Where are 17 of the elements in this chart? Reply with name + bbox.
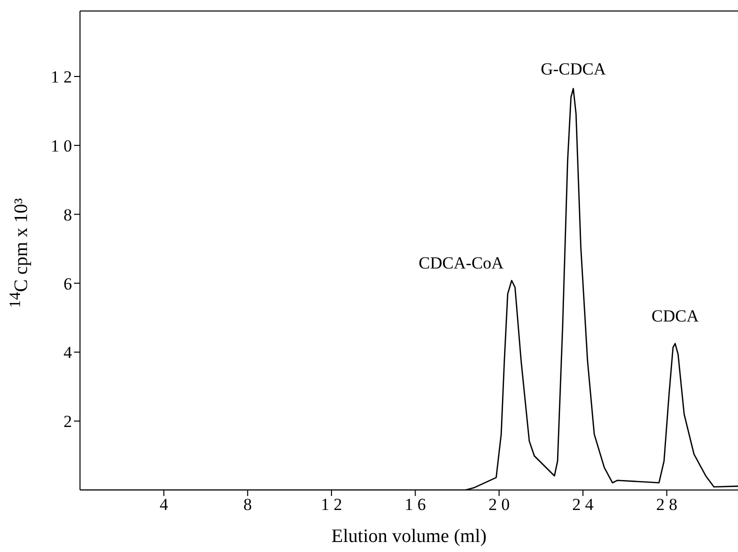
- y-tick-label: 1 0: [50, 136, 72, 156]
- x-tick-label: 2 8: [656, 495, 678, 514]
- x-axis-title: Elution volume (ml): [331, 526, 487, 547]
- annotation: CDCA-CoA: [418, 253, 504, 272]
- annotation: G-CDCA: [540, 60, 607, 79]
- x-tick-label: 1 2: [320, 495, 342, 514]
- y-tick-label: 2: [64, 412, 72, 432]
- x-tick-label: 8: [243, 495, 252, 514]
- x-tick-label: 2 0: [488, 495, 510, 514]
- y-tick-label: 6: [64, 274, 72, 294]
- annotation: CDCA: [652, 306, 700, 326]
- x-tick-label: 2 4: [572, 495, 594, 514]
- x-tick-label: 1 6: [404, 495, 426, 514]
- y-tick-label: 4: [64, 343, 72, 362]
- y-tick-label: 1 2: [50, 68, 72, 87]
- x-tick-label: 4: [160, 495, 169, 514]
- y-tick-label: 8: [64, 205, 72, 224]
